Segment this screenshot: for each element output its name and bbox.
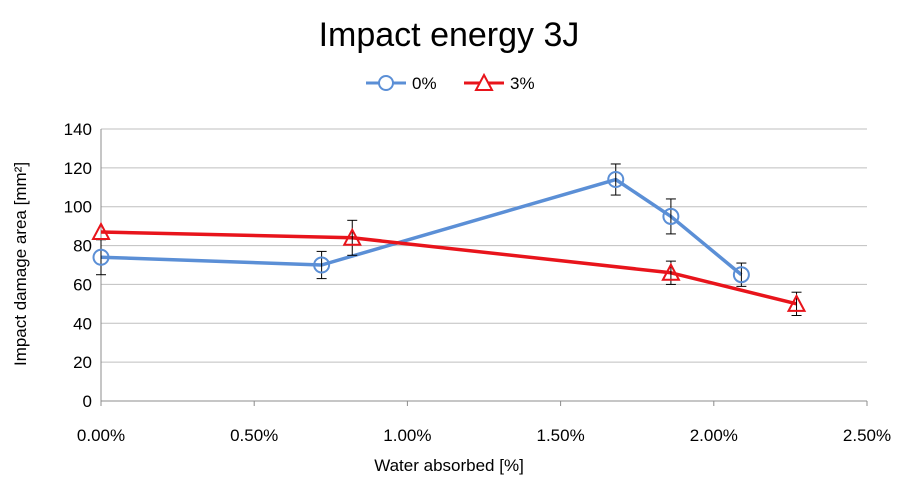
legend-item-0: 0% (366, 74, 437, 93)
y-tick-labels: 0 20 40 60 80 100 120 140 (64, 120, 92, 411)
y-tick-label: 60 (73, 275, 92, 294)
x-tick-label: 1.50% (536, 426, 584, 445)
data-point (732, 266, 750, 284)
data-point (786, 293, 807, 312)
gridlines (100, 128, 868, 406)
data-point (662, 207, 680, 225)
legend-label-0: 0% (412, 74, 437, 93)
y-tick-label: 120 (64, 159, 92, 178)
y-tick-label: 140 (64, 120, 92, 139)
series-0 (92, 163, 750, 287)
chart-title: Impact energy 3J (319, 16, 580, 54)
data-point (91, 221, 111, 240)
series-line-1 (100, 230, 797, 306)
y-tick-label: 100 (64, 198, 92, 217)
data-point (661, 262, 681, 281)
y-tick-label: 80 (73, 237, 92, 256)
series-line-0 (100, 177, 743, 277)
data-point (313, 256, 331, 274)
series-1 (91, 219, 807, 317)
x-axis-label: Water absorbed [%] (374, 456, 524, 475)
y-axis-label: Impact damage area [mm²] (11, 162, 30, 366)
y-tick-label: 20 (73, 353, 92, 372)
x-tick-label: 1.00% (383, 426, 431, 445)
x-tick-label: 2.00% (690, 426, 738, 445)
legend-item-1: 3% (464, 72, 535, 93)
x-tick-label: 0.00% (77, 426, 125, 445)
data-point (92, 248, 110, 266)
x-tick-label: 2.50% (843, 426, 891, 445)
legend-label-1: 3% (510, 74, 535, 93)
legend-marker-0 (378, 75, 394, 91)
y-tick-label: 40 (73, 314, 92, 333)
series-layer (91, 163, 807, 317)
x-tick-label: 0.50% (230, 426, 278, 445)
legend: 0% 3% (366, 72, 535, 93)
legend-marker-1 (474, 72, 494, 91)
x-tick-labels: 0.00% 0.50% 1.00% 1.50% 2.00% 2.50% (77, 426, 891, 445)
y-tick-label: 0 (83, 392, 92, 411)
data-point (607, 171, 625, 189)
data-point (342, 227, 362, 246)
